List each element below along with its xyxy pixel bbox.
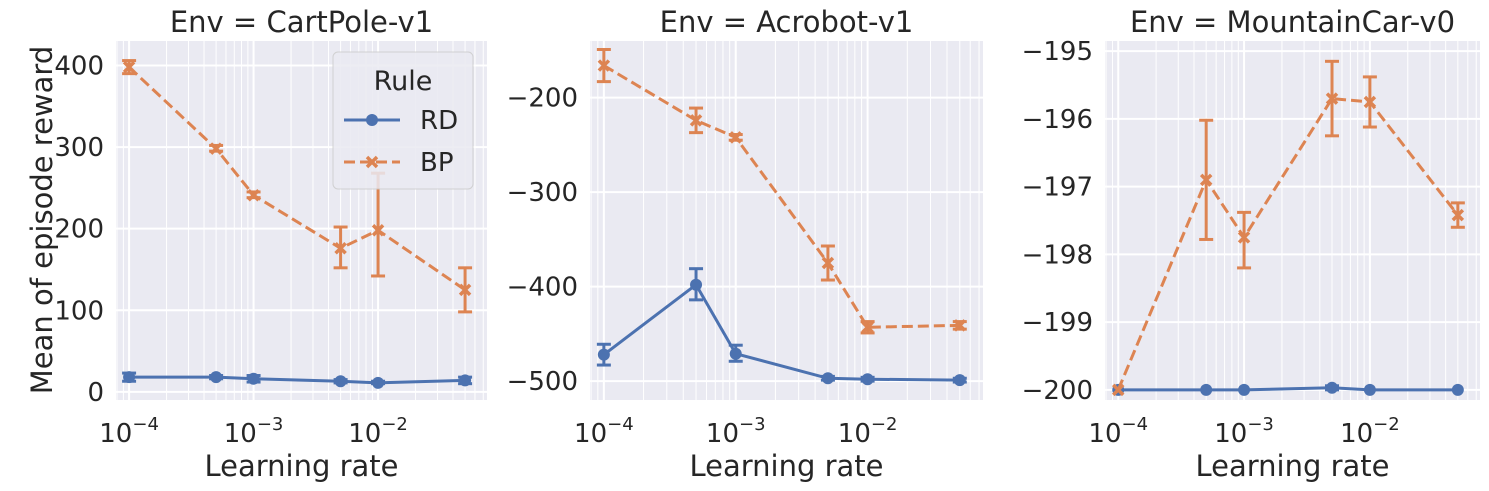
y-tick-label: −195 <box>1022 37 1093 67</box>
y-tick-label: −199 <box>1022 308 1093 338</box>
data-point <box>209 142 223 155</box>
data-point <box>334 242 347 255</box>
data-point <box>1451 383 1464 396</box>
data-point <box>371 224 385 237</box>
series-line <box>602 282 960 382</box>
data-point <box>597 59 611 72</box>
data-point <box>729 131 742 144</box>
data-point <box>122 60 136 74</box>
series-line <box>1118 386 1458 392</box>
x-axis-label: Learning rate <box>689 449 883 483</box>
x-tick-label: 10−4 <box>1088 414 1148 449</box>
series-line <box>603 64 960 329</box>
x-tick-label: 10−4 <box>99 414 159 449</box>
y-tick-label: 0 <box>87 378 104 408</box>
panel-title: Env = Acrobot-v1 <box>660 5 914 39</box>
x-tick-label: 10−3 <box>1214 414 1274 449</box>
data-point <box>689 114 703 127</box>
y-axis-label: Mean of episode reward <box>25 46 59 394</box>
y-tick-label: −197 <box>1022 173 1093 203</box>
data-point <box>123 371 136 384</box>
legend-label: BP <box>420 148 454 178</box>
data-point <box>729 347 742 360</box>
legend-title: Rule <box>374 66 433 97</box>
panel-1: 10−4 10−3 10−2 0 100 200 300 400 Env = CartPole-… <box>54 5 487 483</box>
data-point <box>1237 231 1251 244</box>
series-line <box>128 66 466 292</box>
panel-2: 10−4 10−3 10−2 −500 −400 −300 −200 Env = Acrobo… <box>507 5 983 483</box>
plot-area <box>1105 41 1480 400</box>
y-tick-label: −200 <box>507 84 578 114</box>
data-point <box>1326 381 1339 394</box>
y-tick-label: 400 <box>54 51 104 81</box>
data-point <box>1238 383 1251 396</box>
x-tick-label: 10−4 <box>574 414 634 449</box>
series-rd <box>596 267 967 387</box>
plot-area <box>590 41 983 400</box>
legend: Rule RD BP <box>332 51 474 190</box>
data-point <box>953 374 966 387</box>
data-point <box>821 256 835 270</box>
panel-title: Env = MountainCar-v0 <box>1130 5 1455 39</box>
data-point <box>1451 208 1465 222</box>
y-tick-label: −200 <box>1022 376 1093 406</box>
series-bp <box>1111 59 1465 397</box>
data-point <box>1199 173 1213 187</box>
x-tick-label: 10−3 <box>224 414 284 449</box>
panel-title: Env = CartPole-v1 <box>170 5 433 39</box>
data-point <box>690 278 703 291</box>
data-point <box>334 375 347 388</box>
data-point <box>821 372 834 385</box>
data-point <box>1363 95 1377 109</box>
data-point <box>247 188 260 202</box>
y-tick-label: −500 <box>507 367 578 397</box>
legend-label: RD <box>420 106 458 136</box>
series-bp <box>122 59 473 314</box>
data-point <box>861 373 874 386</box>
data-point <box>247 372 260 385</box>
series-rd <box>1112 381 1464 396</box>
y-tick-label: −198 <box>1022 240 1093 270</box>
series-line <box>129 375 466 385</box>
data-point <box>1363 383 1376 396</box>
data-point <box>861 321 874 334</box>
x-tick-label: 10−2 <box>1340 414 1400 449</box>
data-point <box>953 319 967 332</box>
data-point <box>1325 92 1339 105</box>
x-tick-label: 10−2 <box>838 414 898 449</box>
series-rd <box>122 371 473 389</box>
x-tick-label: 10−2 <box>348 414 408 449</box>
data-point <box>458 283 472 297</box>
data-point <box>1200 383 1213 396</box>
series-bp <box>596 48 967 335</box>
y-tick-label: 300 <box>54 133 104 163</box>
x-tick-label: 10−3 <box>706 414 766 449</box>
y-tick-label: 100 <box>54 296 104 326</box>
panel-3: 10−4 10−3 10−2 −200 −199 −198 −197 −196 −195 Env … <box>1022 5 1480 483</box>
y-tick-label: −196 <box>1022 105 1093 135</box>
y-tick-label: −400 <box>507 273 578 303</box>
data-point <box>459 374 472 387</box>
y-tick-label: −300 <box>507 178 578 208</box>
data-point <box>372 376 385 389</box>
y-tick-label: 200 <box>54 215 104 245</box>
data-point <box>597 348 610 361</box>
data-point <box>210 371 223 384</box>
legend-marker <box>366 114 378 126</box>
series-line <box>1116 96 1460 391</box>
legend-marker <box>365 155 379 169</box>
x-axis-label: Learning rate <box>1195 449 1389 483</box>
x-axis-label: Learning rate <box>204 449 398 483</box>
data-point <box>1111 383 1125 397</box>
legend-box <box>332 51 474 190</box>
